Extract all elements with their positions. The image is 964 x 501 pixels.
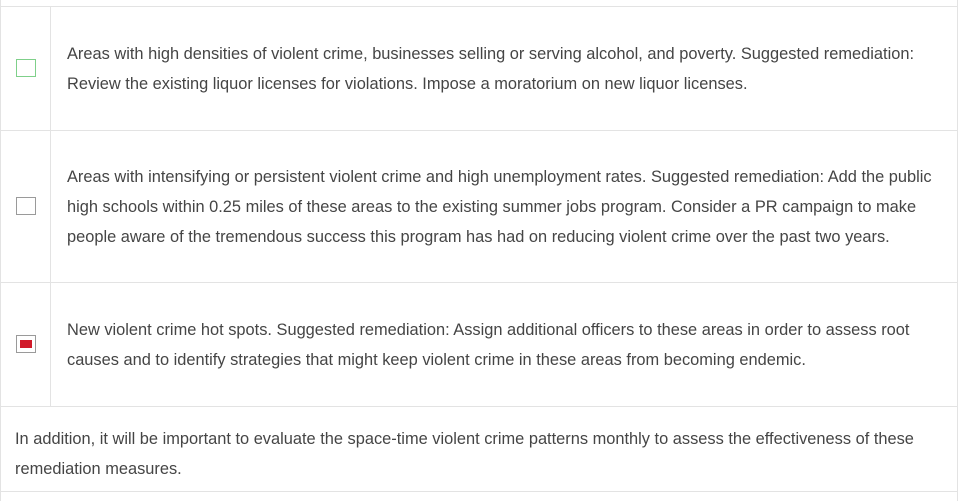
grey-outline-square-icon <box>15 197 36 216</box>
remediation-note: In addition, it will be important to eva… <box>1 406 958 492</box>
legend-row-unemployment: Areas with intensifying or persistent vi… <box>1 130 958 283</box>
legend-row-new-hot-spots: New violent crime hot spots. Suggested r… <box>1 282 958 406</box>
green-outline-square-icon <box>15 59 36 78</box>
legend-description: Areas with intensifying or persistent vi… <box>50 130 958 283</box>
legend-symbol-cell <box>1 282 51 406</box>
legend-description: New violent crime hot spots. Suggested r… <box>50 282 958 406</box>
legend-row-alcohol: Areas with high densities of violent cri… <box>1 6 958 131</box>
red-filled-square-icon <box>15 335 36 354</box>
legend-table: Areas with high densities of violent cri… <box>1 6 958 406</box>
legend-symbol-cell <box>1 130 51 283</box>
legend-symbol-cell <box>1 6 51 131</box>
legend-description: Areas with high densities of violent cri… <box>50 6 958 131</box>
